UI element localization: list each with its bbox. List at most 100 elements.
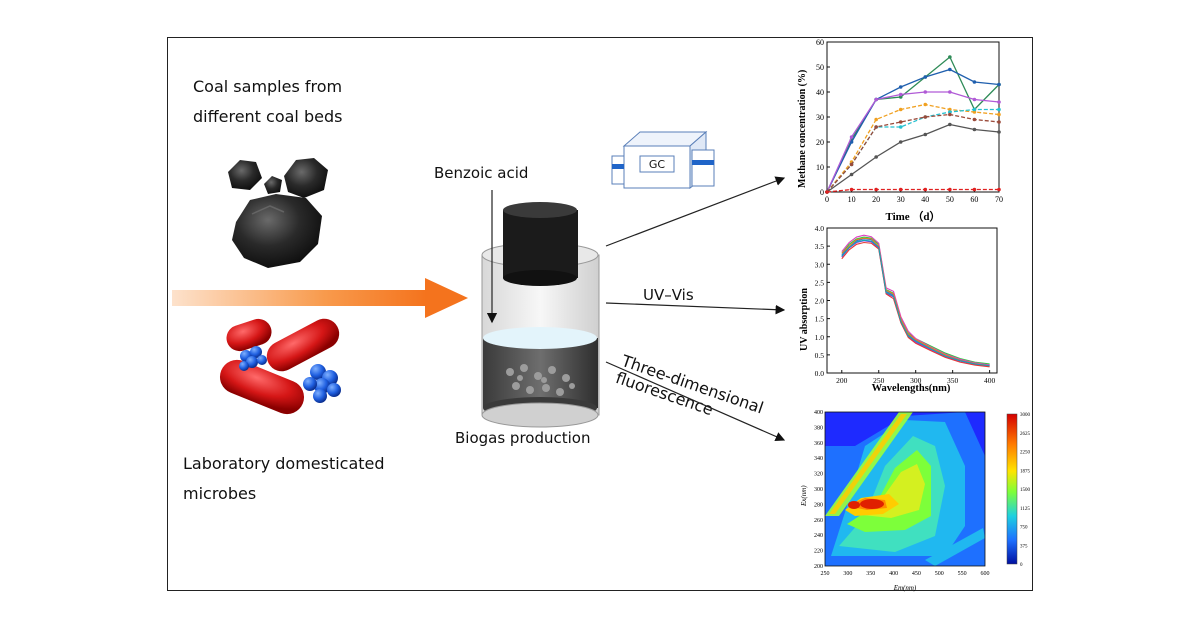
uv-ylabel: UV absorption — [799, 288, 810, 351]
methane-point — [948, 67, 952, 72]
benzoic-acid-label: Benzoic acid — [434, 164, 529, 182]
reactor-jar — [481, 202, 600, 428]
methane-point — [923, 90, 928, 94]
eem-x-tick-label: 450 — [912, 571, 921, 577]
methane-point — [874, 125, 878, 129]
methane-point — [874, 187, 878, 192]
methane-point — [972, 110, 977, 114]
methane-point — [972, 187, 977, 192]
methane-x-tick-label: 30 — [897, 195, 905, 204]
methane-point — [825, 190, 829, 194]
methane-point — [923, 102, 928, 107]
methane-y-tick-label: 20 — [816, 138, 824, 147]
coal-image — [228, 158, 328, 268]
methane-point — [997, 100, 1001, 104]
methane-point — [948, 112, 952, 117]
methane-point — [972, 127, 977, 132]
biogas-label: Biogas production — [455, 429, 591, 447]
methane-point — [849, 140, 854, 144]
arrow-to-eem-chart — [605, 361, 786, 442]
uv-plot-frame — [826, 227, 998, 374]
input-arrow — [172, 278, 468, 318]
uv-series-line — [841, 241, 990, 368]
uv-series-line — [841, 240, 990, 367]
methane-series-line — [826, 188, 999, 193]
uv-y-tick-label: 3.5 — [815, 242, 825, 251]
methane-series-line — [826, 103, 1000, 193]
methane-point — [849, 135, 854, 139]
eem-x-tick-label: 300 — [843, 571, 852, 577]
methane-y-tick-label: 40 — [816, 88, 824, 97]
methane-point — [997, 112, 1001, 117]
eem-x-tick-label: 250 — [821, 571, 830, 577]
eem-y-tick-label: 280 — [814, 502, 823, 508]
arrow-to-gc-chart — [605, 176, 786, 247]
methane-x-tick-label: 20 — [872, 195, 880, 204]
methane-series-line — [826, 108, 999, 193]
eem-colorbar-tick-label: 750 — [1020, 526, 1028, 531]
methane-point — [874, 155, 878, 159]
methane-x-tick-label: 70 — [995, 195, 1003, 204]
eem-y-tick-label: 360 — [814, 441, 823, 447]
methane-point — [997, 107, 1001, 112]
methane-point — [898, 125, 903, 129]
uvvis-label: UV–Vis — [643, 286, 694, 304]
methane-point — [898, 120, 903, 124]
eem-colorbar-tick-label: 0 — [1020, 563, 1023, 568]
uv-x-tick-label: 400 — [984, 376, 996, 385]
uv-y-tick-label: 0.0 — [815, 369, 825, 378]
eem-contours — [825, 412, 985, 566]
methane-series-line — [826, 123, 1000, 193]
methane-point — [972, 80, 977, 84]
figure-frame — [167, 37, 1033, 591]
eem-plot-frame — [824, 411, 986, 567]
eem-colorbar-tick-label: 1125 — [1020, 507, 1030, 512]
uv-x-tick-label: 350 — [947, 376, 959, 385]
eem-y-tick-label: 200 — [814, 564, 823, 570]
uv-series-line — [841, 239, 990, 367]
methane-series-line — [826, 68, 1000, 193]
uv-series-line — [841, 238, 990, 366]
eem-y-tick-label: 340 — [814, 456, 823, 462]
eem-colorbar-tick-label: 1500 — [1020, 488, 1031, 493]
methane-series-line — [826, 55, 1000, 193]
methane-ylabel: Methane concentration (%) — [797, 70, 808, 188]
eem-y-tick-label: 220 — [814, 549, 823, 555]
eem-y-tick-label: 300 — [814, 487, 823, 493]
coal-label: Coal samples from different coal beds — [193, 77, 343, 126]
methane-y-tick-label: 10 — [816, 163, 824, 172]
methane-point — [997, 130, 1001, 134]
methane-point — [923, 187, 928, 192]
uv-x-tick-label: 200 — [836, 376, 848, 385]
uv-x-tick-label: 300 — [910, 376, 922, 385]
methane-point — [923, 132, 928, 137]
methane-point — [948, 107, 952, 112]
methane-point — [972, 107, 977, 112]
eem-y-tick-label: 260 — [814, 518, 823, 524]
eem-x-tick-label: 550 — [958, 571, 967, 577]
eem-y-tick-label: 380 — [814, 425, 823, 431]
uv-series-line — [841, 237, 990, 367]
uv-chart: 200 250 300 350 400 0.0 0.5 1.0 1.5 2.0 2.5 3.0 3.5 4… — [799, 224, 998, 394]
methane-plot-frame — [826, 41, 1000, 193]
methane-point — [972, 117, 977, 122]
arrow-to-uv-chart — [605, 302, 786, 315]
methane-point — [997, 187, 1001, 192]
uv-y-tick-label: 3.0 — [815, 260, 825, 269]
eem-colorbar-tick-label: 1875 — [1020, 469, 1031, 474]
eem-y-tick-label: 320 — [814, 472, 823, 478]
methane-series-line — [826, 91, 1000, 193]
uv-x-tick-label: 250 — [873, 376, 885, 385]
eem-ylabel: Ex(nm) — [800, 485, 808, 507]
methane-y-tick-label: 0 — [820, 188, 824, 197]
methane-point — [874, 97, 878, 102]
methane-x-tick-label: 60 — [970, 195, 978, 204]
eem-x-tick-label: 600 — [981, 571, 990, 577]
eem-colorbar — [1006, 413, 1018, 565]
methane-point — [898, 95, 903, 99]
svg-text:GC: GC — [649, 158, 666, 171]
methane-point — [923, 115, 928, 119]
uv-y-tick-label: 0.5 — [815, 351, 825, 360]
methane-y-tick-label: 30 — [816, 113, 824, 122]
